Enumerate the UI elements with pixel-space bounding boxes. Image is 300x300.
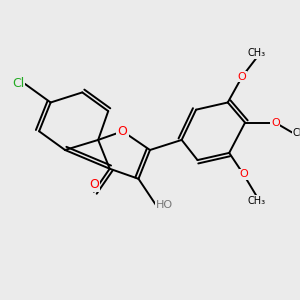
Text: O: O (239, 169, 248, 179)
Text: Cl: Cl (13, 77, 25, 90)
Text: HO: HO (156, 200, 173, 210)
Text: O: O (118, 125, 128, 138)
Text: O: O (89, 178, 99, 191)
Text: CH₃: CH₃ (248, 196, 266, 206)
Text: CH₃: CH₃ (292, 128, 300, 138)
Text: CH₃: CH₃ (248, 48, 266, 58)
Text: O: O (271, 118, 280, 128)
Text: O: O (238, 72, 247, 82)
Text: O: O (118, 125, 128, 138)
